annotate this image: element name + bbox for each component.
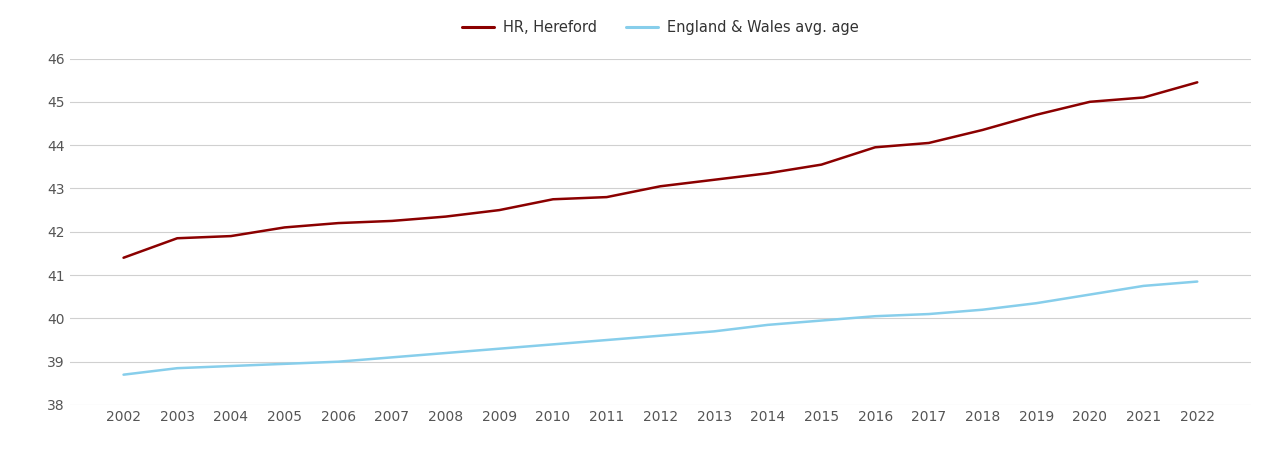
England & Wales avg. age: [1190, 279, 1205, 284]
England & Wales avg. age: [438, 350, 453, 356]
Legend: HR, Hereford, England & Wales avg. age: HR, Hereford, England & Wales avg. age: [456, 14, 865, 40]
England & Wales avg. age: [277, 361, 292, 367]
England & Wales avg. age: [1029, 301, 1044, 306]
England & Wales avg. age: [653, 333, 668, 338]
HR, Hereford: [653, 184, 668, 189]
HR, Hereford: [706, 177, 721, 182]
England & Wales avg. age: [706, 328, 721, 334]
England & Wales avg. age: [814, 318, 829, 323]
HR, Hereford: [1190, 80, 1205, 85]
HR, Hereford: [814, 162, 829, 167]
HR, Hereford: [867, 144, 883, 150]
England & Wales avg. age: [545, 342, 560, 347]
HR, Hereford: [491, 207, 507, 213]
England & Wales avg. age: [975, 307, 991, 312]
England & Wales avg. age: [224, 363, 239, 369]
England & Wales avg. age: [1135, 283, 1151, 288]
England & Wales avg. age: [921, 311, 936, 317]
England & Wales avg. age: [761, 322, 776, 328]
HR, Hereford: [921, 140, 936, 146]
HR, Hereford: [277, 225, 292, 230]
HR, Hereford: [330, 220, 345, 226]
HR, Hereford: [1135, 95, 1151, 100]
England & Wales avg. age: [330, 359, 345, 364]
HR, Hereford: [1029, 112, 1044, 117]
HR, Hereford: [1082, 99, 1097, 104]
England & Wales avg. age: [1082, 292, 1097, 297]
England & Wales avg. age: [385, 355, 400, 360]
HR, Hereford: [761, 171, 776, 176]
HR, Hereford: [385, 218, 400, 224]
England & Wales avg. age: [116, 372, 131, 378]
HR, Hereford: [224, 234, 239, 239]
England & Wales avg. age: [491, 346, 507, 351]
Line: HR, Hereford: HR, Hereford: [123, 82, 1198, 258]
England & Wales avg. age: [599, 338, 615, 343]
HR, Hereford: [170, 235, 185, 241]
HR, Hereford: [116, 255, 131, 261]
HR, Hereford: [599, 194, 615, 200]
HR, Hereford: [545, 197, 560, 202]
Line: England & Wales avg. age: England & Wales avg. age: [123, 282, 1198, 375]
England & Wales avg. age: [867, 314, 883, 319]
HR, Hereford: [975, 127, 991, 133]
England & Wales avg. age: [170, 365, 185, 371]
HR, Hereford: [438, 214, 453, 219]
